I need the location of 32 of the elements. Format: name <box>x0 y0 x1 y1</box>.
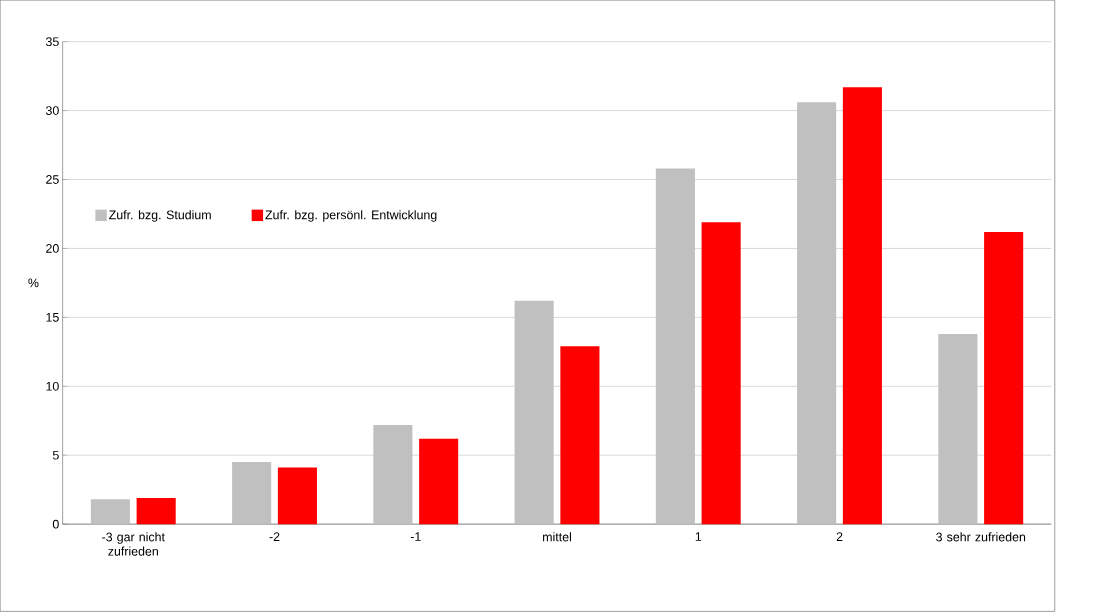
bar <box>701 222 741 525</box>
x-tick-label: -1 <box>410 532 421 542</box>
bar <box>938 334 978 525</box>
x-tick-label: 3 sehr zufrieden <box>936 532 1026 542</box>
y-axis-title: % <box>28 278 39 288</box>
y-tick-label: 5 <box>52 451 59 460</box>
legend-label: Zufr. bzg. persönl. Entwicklung <box>265 210 437 222</box>
bar <box>373 425 413 525</box>
x-tick-label: -2 <box>269 532 280 542</box>
x-tick-label: mittel <box>543 532 571 542</box>
legend-label: Zufr. bzg. Studium <box>109 210 211 222</box>
y-tick-label: 10 <box>46 382 59 391</box>
x-tick-label: 2 <box>836 532 843 542</box>
y-tick-label: 30 <box>45 106 59 116</box>
bar <box>277 467 317 525</box>
bar <box>655 168 695 525</box>
y-tick-label: 0 <box>52 519 59 529</box>
bar <box>797 102 837 525</box>
bar <box>232 462 272 525</box>
y-tick-label: 20 <box>46 244 59 254</box>
bar <box>90 499 130 525</box>
bar <box>136 498 176 525</box>
y-tick-label: 25 <box>46 175 59 185</box>
bar <box>560 346 600 525</box>
bar <box>419 438 459 525</box>
y-tick-label: 35 <box>45 37 59 47</box>
bar <box>842 87 882 525</box>
x-tick-label: 1 <box>695 532 702 542</box>
x-tick-label: -3 gar nicht zufrieden <box>102 532 165 556</box>
bar <box>514 301 554 525</box>
bar <box>984 232 1024 525</box>
y-tick-label: 15 <box>46 313 59 322</box>
